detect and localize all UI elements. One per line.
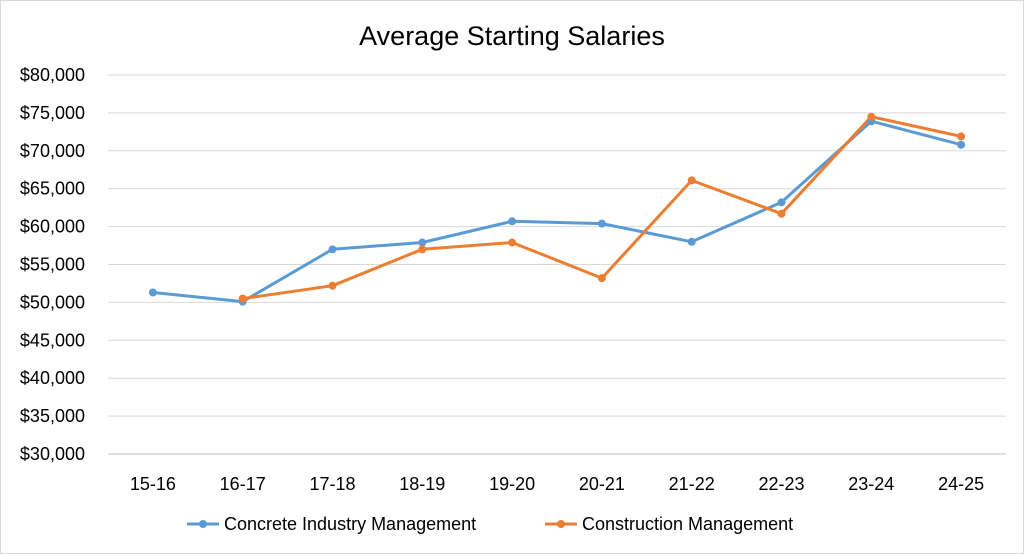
- x-tick-label: 20-21: [579, 474, 625, 494]
- data-point: [777, 209, 786, 218]
- x-tick-label: 22-23: [758, 474, 804, 494]
- data-point: [328, 281, 337, 290]
- data-point: [148, 288, 157, 297]
- x-tick-label: 19-20: [489, 474, 535, 494]
- data-point: [957, 140, 966, 149]
- series-markers: [148, 112, 966, 306]
- x-tick-label: 17-18: [309, 474, 355, 494]
- x-tick-label: 21-22: [669, 474, 715, 494]
- legend-marker: [557, 520, 565, 528]
- series-line-0: [151, 119, 963, 304]
- x-tick-label: 16-17: [220, 474, 266, 494]
- chart-title: Average Starting Salaries: [359, 21, 665, 51]
- y-axis-tick-labels: $30,000 $35,000 $40,000 $45,000 $50,000 $55,0…: [20, 65, 85, 464]
- y-tick-label: $40,000: [20, 368, 85, 388]
- x-tick-label: 18-19: [399, 474, 445, 494]
- y-tick-label: $75,000: [20, 103, 85, 123]
- legend-item-0: Concrete Industry Management: [187, 514, 476, 534]
- data-point: [418, 245, 427, 254]
- y-tick-label: $55,000: [20, 255, 85, 275]
- x-tick-label: 23-24: [848, 474, 894, 494]
- gridlines: [108, 74, 1006, 455]
- y-tick-label: $35,000: [20, 406, 85, 426]
- data-point: [687, 237, 696, 246]
- data-point: [687, 176, 696, 185]
- data-point: [418, 238, 427, 247]
- data-point: [597, 219, 606, 228]
- y-tick-label: $80,000: [20, 65, 85, 85]
- legend-item-1: Construction Management: [545, 514, 793, 534]
- x-tick-label: 15-16: [130, 474, 176, 494]
- y-tick-label: $30,000: [20, 444, 85, 464]
- legend: Concrete Industry Management Construction…: [187, 514, 793, 534]
- y-tick-label: $70,000: [20, 141, 85, 161]
- y-tick-label: $45,000: [20, 330, 85, 350]
- legend-label: Concrete Industry Management: [224, 514, 476, 534]
- legend-label: Construction Management: [582, 514, 793, 534]
- data-point: [597, 274, 606, 283]
- data-point: [238, 294, 247, 303]
- series-lines: [151, 115, 963, 304]
- y-tick-label: $65,000: [20, 179, 85, 199]
- data-point: [328, 245, 337, 254]
- data-point: [508, 217, 517, 226]
- x-axis-tick-labels: 15-16 16-17 17-18 18-19 19-20 20-21 21-22 22-23…: [130, 474, 984, 494]
- data-point: [957, 132, 966, 141]
- data-point: [508, 238, 517, 247]
- data-point: [777, 198, 786, 207]
- data-point: [867, 112, 876, 121]
- y-tick-label: $50,000: [20, 292, 85, 312]
- series-line-1: [241, 115, 963, 301]
- y-tick-label: $60,000: [20, 217, 85, 237]
- legend-marker: [199, 520, 207, 528]
- x-tick-label: 24-25: [938, 474, 984, 494]
